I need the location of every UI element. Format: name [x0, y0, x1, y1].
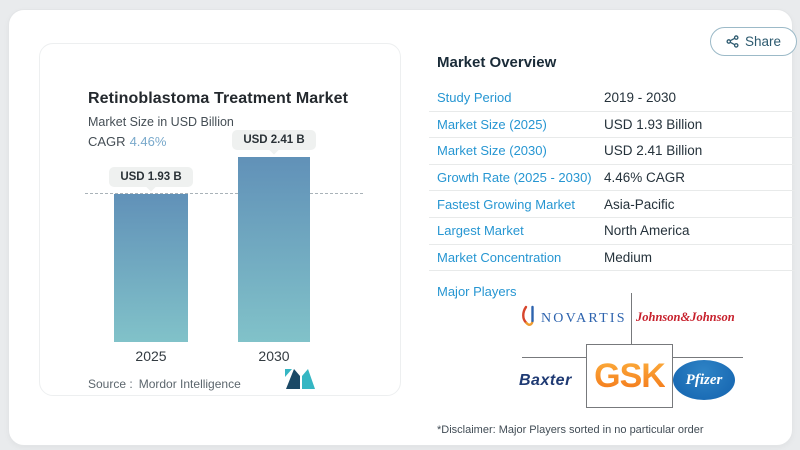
table-row: Market Size (2030) USD 2.41 Billion — [429, 138, 795, 165]
chart-subtitle: Market Size in USD Billion — [88, 115, 234, 129]
row-label: Market Concentration — [437, 249, 562, 265]
share-icon — [726, 35, 739, 48]
row-label: Fastest Growing Market — [437, 196, 575, 212]
johnson-and-johnson-logo: Johnson&Johnson — [636, 310, 735, 324]
pfizer-wordmark: Pfizer — [685, 371, 723, 388]
source-label: Source : — [88, 377, 133, 391]
row-value: USD 2.41 Billion — [604, 143, 703, 159]
row-value: Asia-Pacific — [604, 196, 675, 212]
novartis-mark-icon — [522, 305, 534, 326]
logo-divider-horizontal-right — [673, 357, 743, 358]
novartis-logo: NOVARTIS — [521, 305, 627, 328]
row-label: Market Size (2030) — [437, 143, 547, 159]
logo-divider-vertical — [631, 293, 632, 344]
table-row: Largest Market North America — [429, 218, 795, 245]
row-label: Study Period — [437, 90, 512, 106]
baxter-logo: Baxter — [519, 372, 572, 389]
table-row: Market Concentration Medium — [429, 245, 795, 272]
share-button[interactable]: Share — [710, 27, 797, 56]
novartis-wordmark: NOVARTIS — [541, 311, 627, 326]
logo-divider-horizontal-left — [522, 357, 586, 358]
row-value: 4.46% CAGR — [604, 170, 686, 186]
overview-heading: Market Overview — [437, 54, 557, 71]
gsk-wordmark: GSK — [594, 356, 666, 395]
table-row: Growth Rate (2025 - 2030) 4.46% CAGR — [429, 165, 795, 192]
row-value: Medium — [604, 249, 653, 265]
source-value: Mordor Intelligence — [138, 377, 241, 391]
row-value: USD 1.93 Billion — [604, 116, 703, 132]
bar-label-2030: USD 2.41 B — [232, 130, 316, 150]
source-attribution: Source : Mordor Intelligence — [88, 377, 241, 391]
row-label: Growth Rate (2025 - 2030) — [437, 170, 592, 186]
baseline-dashed-line — [85, 193, 363, 194]
share-button-label: Share — [744, 34, 782, 49]
row-label: Largest Market — [437, 223, 524, 239]
pfizer-logo: Pfizer — [673, 360, 735, 400]
cagr-label: CAGR — [88, 134, 126, 149]
row-label: Market Size (2025) — [437, 116, 547, 132]
table-row: Market Size (2025) USD 1.93 Billion — [429, 112, 795, 139]
bar-2030 — [238, 157, 310, 342]
major-players-label: Major Players — [437, 284, 517, 299]
x-axis-label-2025: 2025 — [135, 348, 167, 364]
overview-table: Study Period 2019 - 2030 Market Size (20… — [429, 85, 795, 272]
gsk-logo: GSK — [586, 344, 673, 408]
chart-cagr: CAGR 4.46% — [88, 134, 166, 149]
table-row: Fastest Growing Market Asia-Pacific — [429, 191, 795, 218]
table-row: Study Period 2019 - 2030 — [429, 85, 795, 112]
disclaimer-text: *Disclaimer: Major Players sorted in no … — [437, 424, 704, 436]
bar-2025 — [114, 194, 188, 342]
bar-label-2025: USD 1.93 B — [109, 167, 193, 187]
row-value: North America — [604, 223, 690, 239]
chart-panel: Retinoblastoma Treatment Market Market S… — [39, 43, 401, 396]
x-axis-label-2030: 2030 — [258, 348, 290, 364]
cagr-value: 4.46% — [129, 134, 167, 149]
row-value: 2019 - 2030 — [604, 90, 677, 106]
mordor-intelligence-logo-icon — [285, 369, 315, 389]
chart-title: Retinoblastoma Treatment Market — [88, 90, 349, 107]
main-card: Share Retinoblastoma Treatment Market Ma… — [8, 9, 797, 446]
